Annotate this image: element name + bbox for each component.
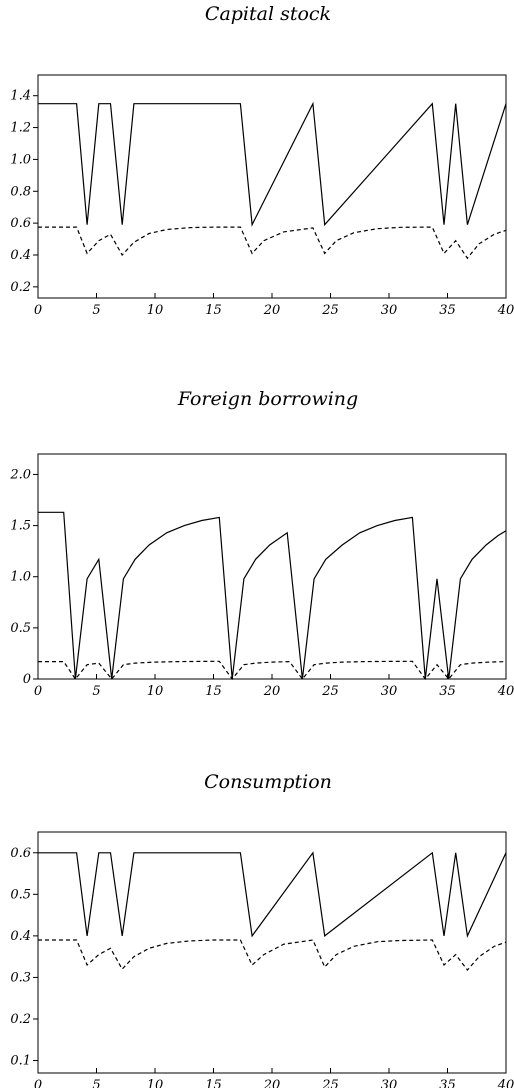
y-tick-label: 0.1	[10, 1054, 31, 1069]
series-line-solid	[38, 101, 507, 227]
series-line-solid	[38, 851, 507, 938]
series-line-dashed	[38, 660, 507, 681]
x-tick-label: 30	[381, 303, 398, 318]
x-tick-label: 15	[205, 684, 222, 699]
y-tick-label: 0	[23, 672, 31, 687]
panel-capital-stock: Capital stock 0 5 10 15 20 25 30 35 40 0.2 0.4 0.6 0…	[10, 3, 514, 318]
y-tick-label: 0.2	[10, 1012, 31, 1027]
x-tick-label: 0	[34, 684, 42, 699]
chart-title: Capital stock	[205, 3, 331, 25]
x-tick-label: 5	[92, 303, 100, 318]
x-tick-label: 10	[147, 684, 164, 699]
x-tick-label: 0	[34, 303, 42, 318]
x-tick-label: 15	[205, 1078, 222, 1088]
series-line-dashed	[38, 939, 507, 971]
x-tick-label: 40	[497, 1078, 514, 1088]
series-line-solid	[38, 511, 507, 680]
y-tick-label: 1.0	[10, 570, 31, 585]
plot-frame	[37, 831, 507, 1074]
x-tick-label: 10	[147, 303, 164, 318]
y-tick-label: 0.4	[10, 929, 31, 944]
y-tick-label: 1.0	[10, 152, 31, 167]
x-tick-label: 35	[439, 684, 456, 699]
plot-frame	[37, 74, 507, 299]
x-tick-label: 10	[147, 1078, 164, 1088]
y-tick-label: 0.4	[10, 248, 31, 263]
y-tick-label: 0.3	[10, 970, 31, 985]
x-tick-label: 40	[497, 684, 514, 699]
x-tick-label: 30	[381, 1078, 398, 1088]
y-tick-label: 1.4	[10, 89, 31, 104]
chart-title: Foreign borrowing	[177, 388, 358, 410]
x-tick-label: 25	[321, 684, 339, 699]
panel-consumption: Consumption 0 5 10 15 20 25 30 35 40 0.1 0.2 0.3 0.4…	[10, 771, 514, 1088]
y-tick-label: 0.2	[10, 280, 31, 295]
x-tick-label: 20	[263, 1078, 281, 1088]
x-tick-label: 35	[439, 1078, 456, 1088]
y-tick-label: 0.8	[10, 184, 31, 199]
x-tick-label: 40	[497, 303, 514, 318]
y-tick-label: 1.5	[10, 519, 31, 534]
x-tick-label: 5	[92, 1078, 100, 1088]
y-tick-label: 0.5	[10, 621, 31, 636]
x-tick-label: 0	[34, 1078, 42, 1088]
x-tick-label: 20	[263, 303, 281, 318]
y-tick-label: 2.0	[9, 467, 31, 482]
x-tick-label: 35	[439, 303, 456, 318]
x-tick-label: 25	[321, 303, 339, 318]
y-tick-label: 1.2	[10, 121, 31, 136]
y-tick-label: 0.5	[10, 887, 31, 902]
x-tick-label: 20	[263, 684, 281, 699]
x-tick-label: 25	[321, 1078, 339, 1088]
y-tick-label: 0.6	[10, 846, 31, 861]
y-tick-label: 0.6	[10, 216, 31, 231]
chart-title: Consumption	[204, 771, 332, 793]
x-tick-label: 30	[381, 684, 398, 699]
panel-foreign-borrowing: Foreign borrowing 0 5 10 15 20 25 30 35 40 0 0.5 1.…	[9, 388, 514, 699]
series-line-dashed	[38, 226, 507, 260]
x-tick-label: 5	[92, 684, 100, 699]
x-tick-label: 15	[205, 303, 222, 318]
